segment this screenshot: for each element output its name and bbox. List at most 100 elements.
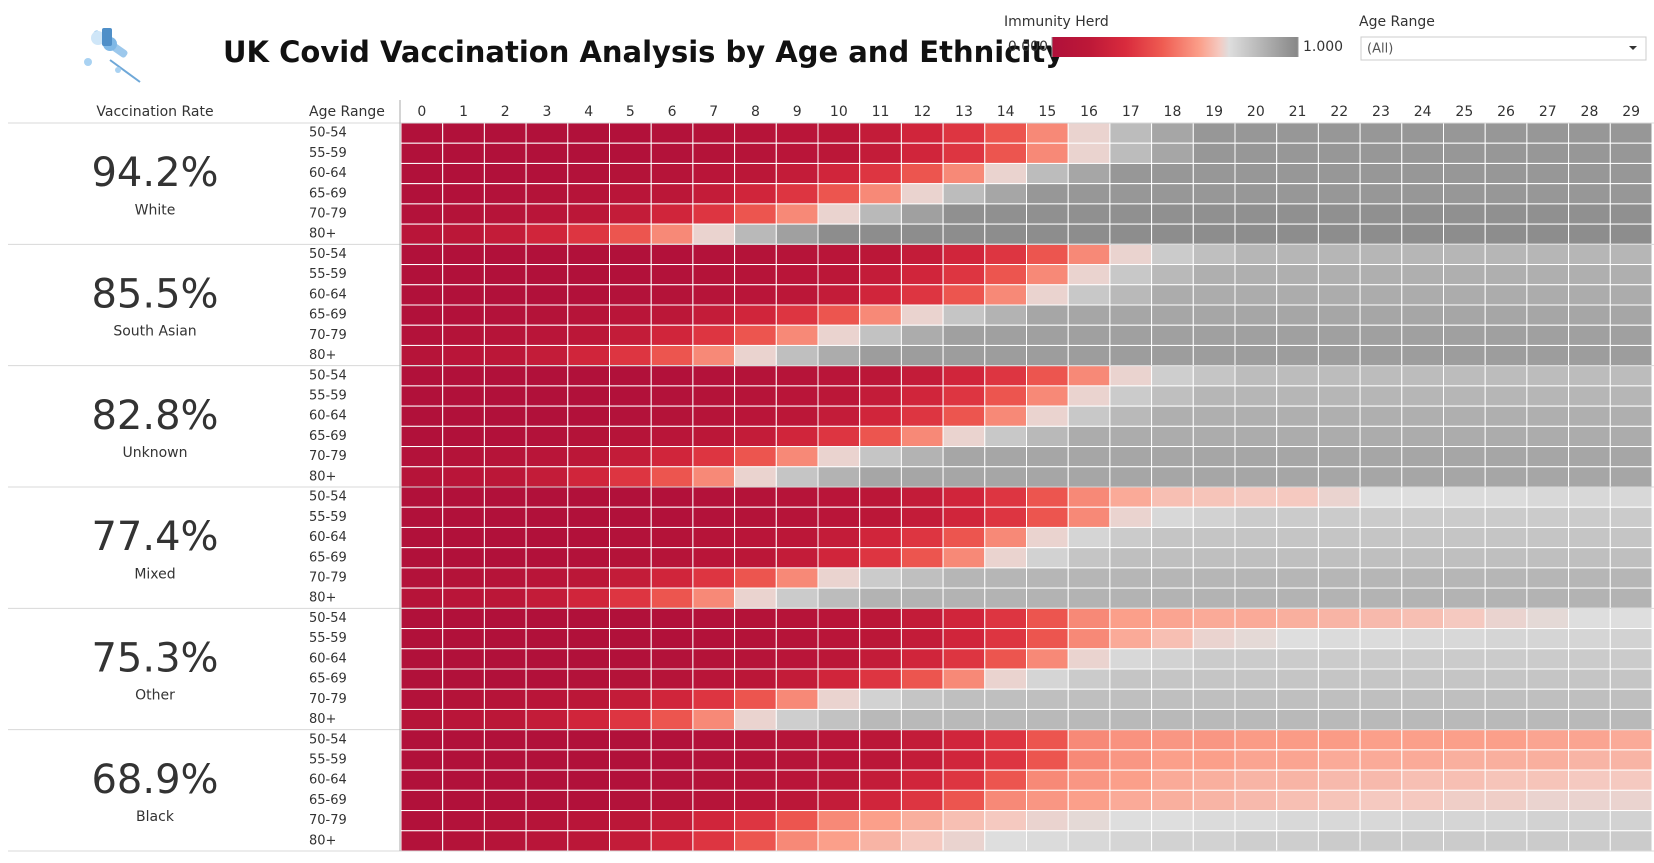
row-header: Age Range [309,104,385,120]
cell [650,587,694,609]
cell [1484,365,1528,387]
cell [1151,203,1194,225]
column-label: 22 [1330,104,1348,120]
cell [525,365,569,387]
cell [525,446,569,468]
cell [1109,203,1153,225]
cell [1443,607,1486,630]
cell [734,688,777,710]
cell [1568,425,1611,448]
cell [525,324,569,346]
cell [900,425,944,448]
cell [400,749,444,771]
cell [1067,729,1111,751]
cell [775,607,819,630]
cell [775,122,819,144]
cell [1526,243,1570,266]
cell [609,668,652,690]
cell [1484,466,1528,488]
cell [442,769,485,791]
cell [692,223,736,245]
cell [1109,162,1153,185]
cell [1359,810,1403,832]
cell [1443,688,1486,710]
cell [1192,405,1236,427]
cell [1234,162,1278,185]
cell [442,668,485,690]
cell [775,749,819,771]
cell [609,405,652,427]
cell [817,688,861,710]
cell [609,688,652,710]
cell [1401,830,1445,852]
dropdown-box[interactable] [1360,36,1647,61]
cell [775,324,819,346]
cell [859,607,902,630]
column-label: 29 [1622,104,1640,120]
cell [1526,668,1570,690]
filter-dropdown[interactable]: (All) [1360,36,1647,61]
cell [442,688,485,710]
cell [1276,668,1319,690]
cell [1609,385,1653,407]
cell [942,607,986,630]
cell [609,365,652,387]
cell [1317,223,1361,245]
cell [859,506,902,528]
cell [483,708,527,731]
cell [1109,648,1153,670]
cell [1192,729,1236,751]
cell [1484,284,1528,306]
cell [900,243,944,266]
cell [734,708,777,731]
cell [525,243,569,266]
cell [692,243,736,266]
cell [1401,344,1445,367]
cell [442,425,485,448]
column-label: 23 [1372,104,1390,120]
cell [900,223,944,245]
cell [442,284,485,306]
group-label: Mixed [134,566,175,582]
age-label: 80+ [309,591,336,606]
cell [1359,344,1403,367]
cell [692,688,736,710]
cell [1067,162,1111,185]
cell [775,526,819,549]
cell [525,789,569,812]
cell [1151,324,1194,346]
cell [1568,385,1611,407]
cell [1192,506,1236,528]
cell [525,385,569,407]
cell [1026,142,1069,164]
cell [900,526,944,549]
cell [1568,526,1611,549]
cell [984,304,1027,326]
cell [817,466,861,488]
cell [1317,183,1361,205]
cell [567,243,610,266]
cell [775,223,819,245]
cell [1192,446,1236,468]
dropdown-value[interactable]: (All) [1367,42,1393,57]
cell [775,486,819,508]
cell [400,628,444,650]
cell [1192,648,1236,670]
cell [650,243,694,266]
column-label: 21 [1289,104,1307,120]
cell [1359,729,1403,751]
cell [483,830,527,852]
cell [1443,789,1486,812]
cell [734,506,777,528]
cell [1067,324,1111,346]
cell [1484,789,1528,812]
cell [1276,526,1319,549]
cell [400,425,444,448]
cell [1401,668,1445,690]
cell [1359,789,1403,812]
cell [942,203,986,225]
dropdown-arrow[interactable] [1629,46,1637,50]
cell [1317,264,1361,286]
cell [1109,385,1153,407]
cell [1276,365,1319,387]
